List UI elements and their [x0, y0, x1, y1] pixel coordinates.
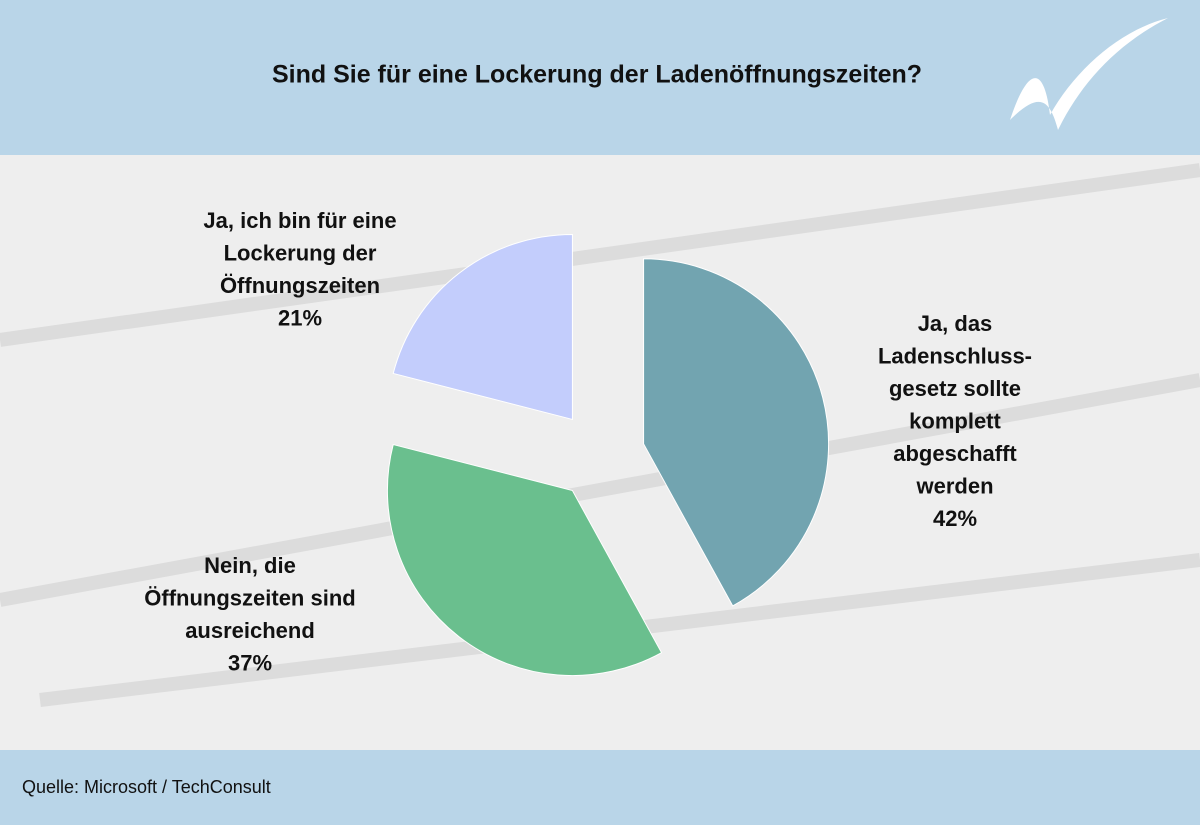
- value-label: 42%: [933, 506, 977, 531]
- value-label: 21%: [278, 305, 322, 330]
- slice-label: werden: [915, 473, 993, 498]
- slice-label: Öffnungszeiten: [220, 273, 380, 298]
- value-label: 37%: [228, 650, 272, 675]
- logo-check: [1010, 18, 1168, 130]
- slice-label: Lockerung der: [224, 240, 377, 265]
- pie-slice: [392, 233, 573, 421]
- pie-slice: [643, 258, 830, 607]
- slice-label: Öffnungszeiten sind: [144, 585, 355, 610]
- slice-label: Nein, die: [204, 553, 296, 578]
- source-note: Quelle: Microsoft / TechConsult: [22, 777, 271, 797]
- slice-label: Ja, ich bin für eine: [203, 208, 396, 233]
- slice-label: Ladenschluss-: [878, 343, 1032, 368]
- slice-label: Ja, das: [918, 311, 993, 336]
- chart-title: Sind Sie für eine Lockerung der Ladenöff…: [272, 61, 922, 89]
- slice-label: komplett: [909, 408, 1001, 433]
- slice-label: gesetz sollte: [889, 376, 1021, 401]
- pie-slice: [386, 443, 663, 677]
- slice-label: abgeschafft: [893, 441, 1017, 466]
- slice-label: ausreichend: [185, 618, 315, 643]
